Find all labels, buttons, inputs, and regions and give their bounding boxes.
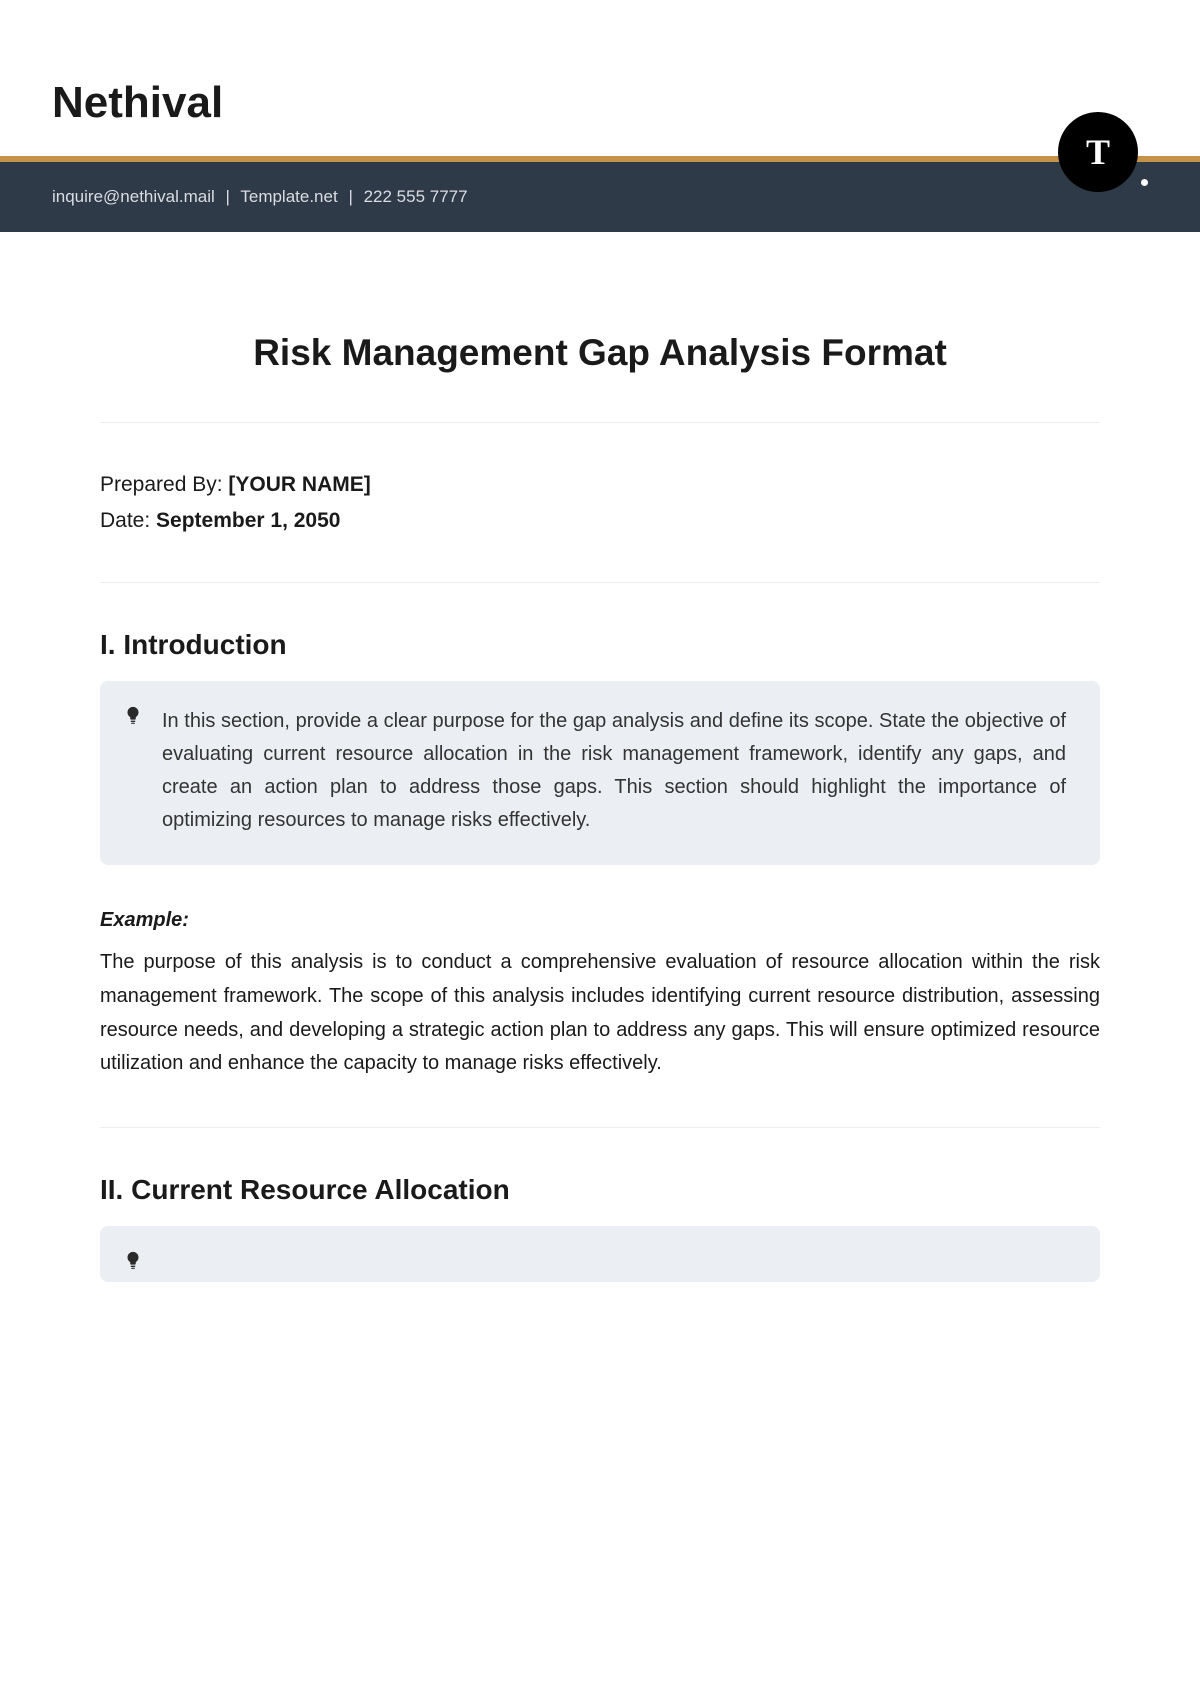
example-label: Example: — [100, 909, 1100, 932]
contact-site: Template.net — [240, 187, 337, 206]
contact-phone: 222 555 7777 — [364, 187, 468, 206]
date-value: September 1, 2050 — [156, 509, 340, 532]
section-heading-current: II. Current Resource Allocation — [100, 1174, 1100, 1206]
badge-letter: T — [1086, 131, 1110, 173]
intro-callout-text: In this section, provide a clear purpose… — [162, 710, 1066, 831]
section-heading-intro: I. Introduction — [100, 629, 1100, 661]
header: Nethival inquire@nethival.mail | Templat… — [0, 0, 1200, 232]
prepared-by-line: Prepared By: [YOUR NAME] — [100, 467, 1100, 503]
brand-badge-icon: T — [1058, 112, 1138, 192]
intro-callout: In this section, provide a clear purpose… — [100, 681, 1100, 865]
separator-icon: | — [348, 187, 352, 207]
page-title: Risk Management Gap Analysis Format — [100, 332, 1100, 374]
separator-icon: | — [226, 187, 230, 207]
divider — [100, 582, 1100, 583]
divider — [100, 1127, 1100, 1128]
lightbulb-icon — [122, 1250, 144, 1272]
lightbulb-icon — [122, 705, 144, 727]
prepared-by-value: [YOUR NAME] — [228, 473, 370, 496]
contact-email: inquire@nethival.mail — [52, 187, 215, 206]
document-body: Risk Management Gap Analysis Format Prep… — [0, 232, 1200, 1282]
company-name: Nethival — [0, 0, 1200, 128]
date-line: Date: September 1, 2050 — [100, 503, 1100, 539]
example-body: The purpose of this analysis is to condu… — [100, 946, 1100, 1080]
contact-band: inquire@nethival.mail | Template.net | 2… — [0, 162, 1200, 232]
date-label: Date: — [100, 509, 156, 532]
meta-block: Prepared By: [YOUR NAME] Date: September… — [100, 423, 1100, 582]
prepared-by-label: Prepared By: — [100, 473, 228, 496]
badge-dot-icon — [1141, 179, 1148, 186]
contact-line: inquire@nethival.mail | Template.net | 2… — [52, 187, 468, 207]
current-callout — [100, 1226, 1100, 1282]
